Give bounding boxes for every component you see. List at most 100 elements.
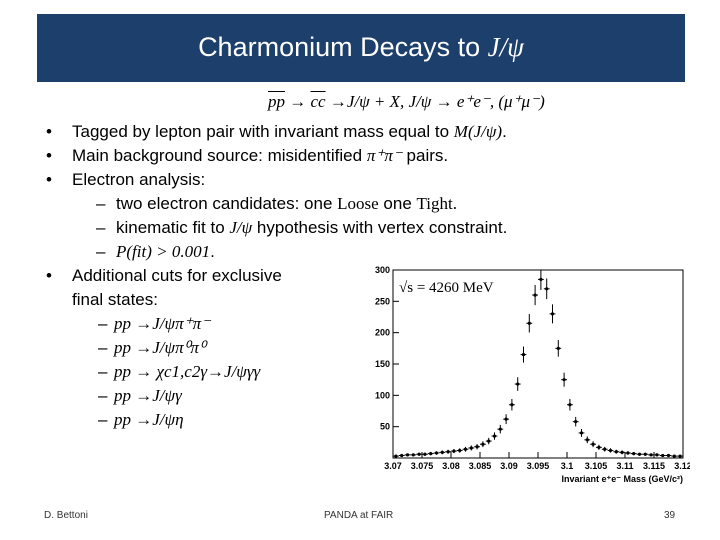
- bullet-additional-cuts: • Additional cuts for exclusive: [46, 266, 282, 286]
- sub-math: J/ψ: [229, 218, 253, 237]
- sub-electron-candidates: – two electron candidates: one Loose one …: [96, 194, 457, 214]
- sub-dash: –: [96, 218, 106, 237]
- data-point: [620, 450, 624, 454]
- data-point: [492, 434, 497, 438]
- data-point: [510, 403, 514, 407]
- footer-page-number: 39: [664, 510, 676, 521]
- y-tick-label: 150: [375, 359, 390, 369]
- x-tick-label: 3.07: [384, 461, 402, 471]
- fs-formula: pp →J/ψπ⁺π⁻: [114, 314, 211, 333]
- plot-frame: [392, 269, 684, 459]
- data-point: [434, 451, 439, 455]
- data-point: [585, 438, 589, 442]
- bullet-dot: •: [46, 146, 52, 165]
- reaction-rest: →J/ψ + X, J/ψ → e⁺e⁻, (μ⁺μ⁻): [325, 92, 545, 111]
- sub-text-mid: one: [378, 194, 417, 213]
- data-point: [400, 453, 404, 458]
- energy-annotation: √s = 4260 MeV: [399, 280, 494, 296]
- fs-dash: –: [98, 338, 108, 357]
- x-axis-label: Invariant e⁺e⁻ Mass (GeV/c²): [561, 474, 683, 484]
- data-point: [556, 346, 560, 350]
- data-point: [614, 450, 618, 454]
- data-point: [394, 454, 398, 458]
- data-point: [649, 453, 653, 457]
- sub-text-end: .: [452, 194, 457, 213]
- slide-title: Charmonium Decays to J/ψ: [37, 32, 685, 63]
- data-point: [516, 382, 520, 386]
- bullet-text: Tagged by lepton pair with invariant mas…: [72, 122, 454, 141]
- x-tick-label: 3.08: [442, 461, 460, 471]
- bullet-text-end: pairs.: [401, 146, 449, 165]
- fs-dash: –: [98, 362, 108, 381]
- invariant-mass-histogram: 50 100 150 200 250 300 3.07 3.075 3.08 3.085 3.09 3…: [375, 265, 690, 484]
- y-tick-label: 50: [380, 422, 390, 432]
- data-point: [626, 451, 630, 455]
- bullet-dot: •: [46, 170, 52, 189]
- final-state-item: – pp →J/ψπ⁰π⁰: [98, 338, 206, 358]
- x-tick-label: 3.075: [411, 461, 434, 471]
- x-tick-label: 3.115: [643, 461, 665, 471]
- data-point: [637, 452, 642, 456]
- bullet-tagged: • Tagged by lepton pair with invariant ma…: [46, 122, 507, 142]
- final-state-item: – pp →J/ψη: [98, 410, 184, 430]
- data-point: [481, 442, 485, 446]
- x-tick-label: 3.095: [527, 461, 550, 471]
- data-point: [411, 453, 415, 457]
- slide-title-math: J/ψ: [487, 32, 524, 62]
- sub-dash: –: [96, 242, 106, 261]
- y-tick-label: 200: [375, 328, 390, 338]
- bullet-final-states: final states:: [46, 290, 158, 310]
- x-tick-label: 3.085: [469, 461, 492, 471]
- data-point: [655, 453, 659, 457]
- data-point: [545, 287, 549, 291]
- reaction-arrow: →: [285, 92, 311, 111]
- data-point: [672, 454, 676, 458]
- sub-pfit: – P(fit) > 0.001.: [96, 242, 215, 262]
- data-point: [597, 445, 601, 449]
- data-point: [579, 431, 584, 435]
- fs-formula: pp →J/ψπ⁰π⁰: [114, 338, 206, 357]
- data-point: [533, 293, 537, 297]
- sub-tight: Tight: [416, 194, 453, 213]
- bullet-math: M(J/ψ): [453, 122, 503, 141]
- reaction-formula: pp → cc →J/ψ + X, J/ψ → e⁺e⁻, (μ⁺μ⁻): [268, 92, 545, 112]
- sub-loose: Loose: [337, 194, 379, 213]
- bullet-text: Main background source: misidentified: [72, 146, 367, 165]
- data-point: [498, 427, 502, 431]
- bullet-math: π⁺π⁻: [366, 146, 402, 165]
- sub-text: two electron candidates: one: [116, 194, 338, 213]
- bullet-text: Electron analysis:: [72, 170, 206, 189]
- data-point: [521, 353, 526, 357]
- slide-title-text: Charmonium Decays to: [198, 32, 488, 62]
- y-tick-label: 100: [375, 390, 390, 400]
- data-point: [568, 403, 572, 407]
- reaction-cc: cc: [310, 92, 326, 111]
- data-point: [539, 277, 543, 281]
- data-point: [678, 454, 682, 458]
- data-point: [440, 450, 444, 454]
- bullet-background: • Main background source: misidentified π…: [46, 146, 448, 166]
- data-point: [417, 452, 421, 456]
- data-point: [632, 452, 636, 456]
- final-state-item: – pp →J/ψγ: [98, 386, 182, 406]
- bullet-dot: •: [46, 266, 52, 285]
- data-point: [469, 446, 473, 450]
- data-point: [475, 445, 479, 449]
- y-tick-label: 250: [375, 296, 390, 306]
- data-point: [666, 453, 671, 458]
- bullet-dot: •: [46, 122, 52, 141]
- x-tick-label: 3.11: [616, 461, 633, 471]
- footer-center: PANDA at FAIR: [324, 510, 394, 521]
- final-state-item: – pp →J/ψπ⁺π⁻: [98, 314, 210, 334]
- sub-kinematic-fit: – kinematic fit to J/ψ hypothesis with ve…: [96, 218, 507, 238]
- data-point: [504, 417, 508, 421]
- fs-dash: –: [98, 410, 108, 429]
- fs-formula: pp →J/ψη: [114, 410, 184, 429]
- x-tick-label: 3.09: [500, 461, 518, 471]
- data-point: [463, 447, 468, 451]
- data-point: [487, 439, 491, 443]
- data-point: [452, 449, 456, 453]
- sub-math: P(fit) > 0.001: [116, 242, 211, 261]
- y-tick-label: 300: [375, 265, 390, 275]
- fs-dash: –: [98, 314, 108, 333]
